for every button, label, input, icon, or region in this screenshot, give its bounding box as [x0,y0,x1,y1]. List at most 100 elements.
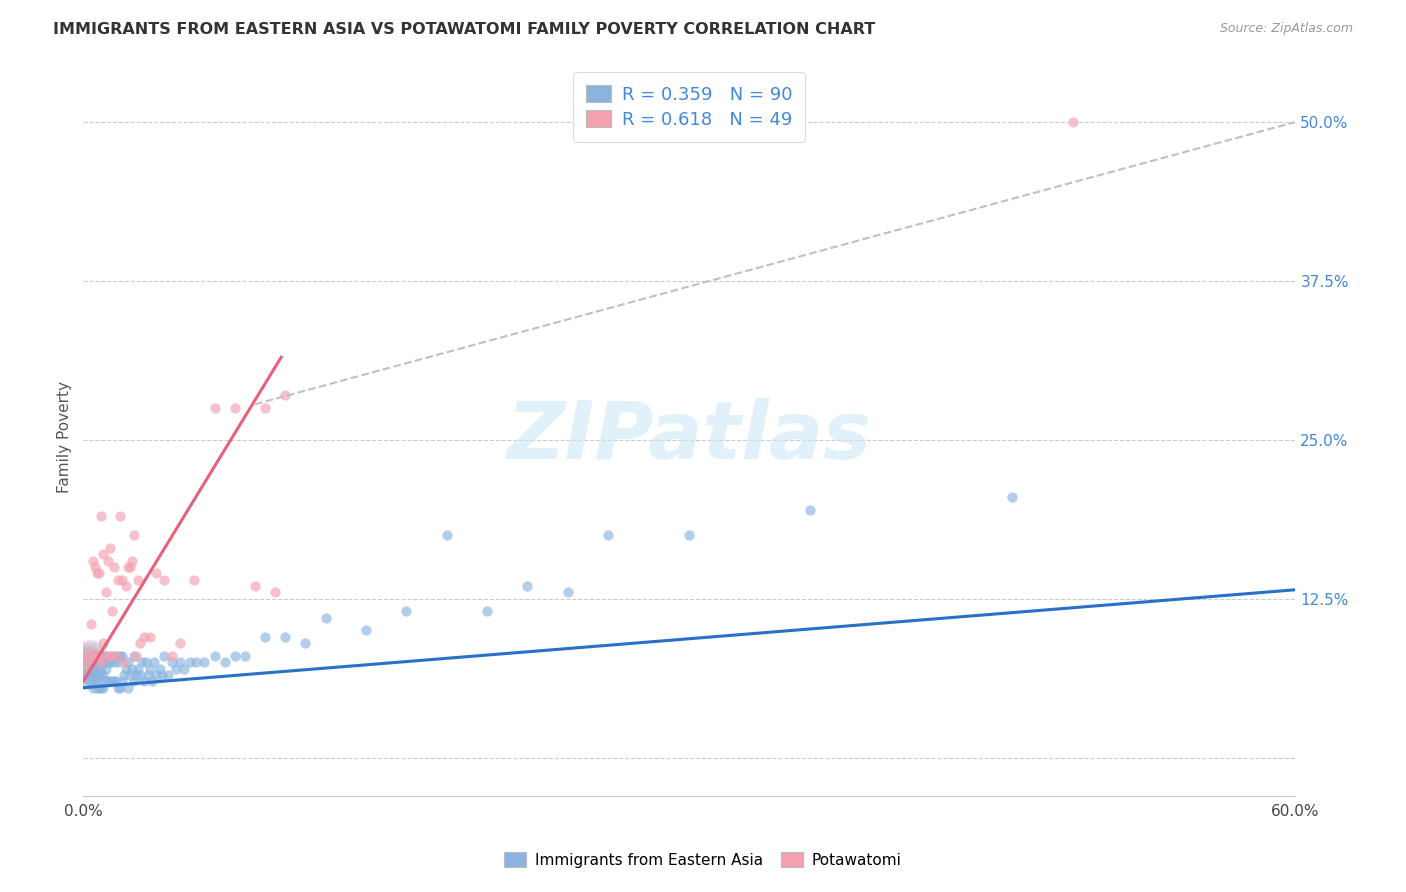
Point [150,668,173,682]
Point [139,630,162,644]
Text: Source: ZipAtlas.com: Source: ZipAtlas.com [1219,22,1353,36]
Point [354,624,377,638]
Point [76,668,98,682]
Point [224,401,246,416]
Point [117,655,139,669]
Point [274,630,297,644]
Point [80,617,103,632]
Point [86,681,108,695]
Point [77,657,100,671]
Point [89,648,111,663]
Point [89,681,111,695]
Point [84,655,107,669]
Text: ZIPatlas: ZIPatlas [506,398,872,475]
Point [76,657,98,672]
Point [90,509,112,524]
Point [77,650,100,665]
Point [274,388,297,402]
Point [79,674,101,689]
Point [100,604,122,618]
Point [118,560,141,574]
Point [125,668,148,682]
Point [76,655,98,669]
Point [104,648,127,663]
Point [103,560,125,574]
Point [98,648,121,663]
Point [127,573,149,587]
Point [233,648,256,663]
Point [253,630,276,644]
Point [79,654,101,668]
Point [89,674,111,689]
Point [98,655,121,669]
Point [153,573,176,587]
Point [93,681,115,695]
Point [84,648,107,663]
Point [86,648,108,663]
Point [96,648,118,663]
Point [80,668,103,682]
Point [122,528,145,542]
Point [117,681,139,695]
Point [121,553,143,567]
Point [100,648,122,663]
Point [107,681,129,695]
Point [80,655,103,669]
Point [112,668,135,682]
Point [135,655,157,669]
Point [193,655,215,669]
Point [127,662,149,676]
Point [75,662,97,676]
Point [108,648,131,663]
Point [128,668,150,682]
Point [100,674,122,689]
Point [108,681,131,695]
Point [111,674,134,689]
Point [79,651,101,665]
Point [98,541,121,555]
Point [145,566,167,581]
Point [98,674,121,689]
Point [75,664,97,678]
Point [160,655,183,669]
Point [173,662,195,676]
Point [93,636,115,650]
Point [103,674,125,689]
Point [96,674,118,689]
Point [122,648,145,663]
Point [108,509,131,524]
Point [82,662,104,676]
Point [294,636,316,650]
Point [224,648,246,663]
Point [94,662,117,676]
Point [117,560,139,574]
Point [157,668,180,682]
Point [121,662,143,676]
Point [186,655,208,669]
Point [145,668,167,682]
Point [94,648,117,663]
Point [204,648,226,663]
Point [111,648,134,663]
Point [75,662,97,676]
Point [82,648,104,663]
Point [76,659,98,673]
Point [94,585,117,599]
Point [90,648,112,663]
Point [104,648,127,663]
Point [253,401,276,416]
Point [93,668,115,682]
Point [86,648,108,663]
Point [169,636,191,650]
Point [89,648,111,663]
Point [128,636,150,650]
Point [90,655,112,669]
Point [96,553,118,567]
Point [153,648,176,663]
Point [395,604,418,618]
Point [76,654,98,668]
Point [86,668,108,682]
Point [104,674,127,689]
Point [204,401,226,416]
Point [179,655,201,669]
